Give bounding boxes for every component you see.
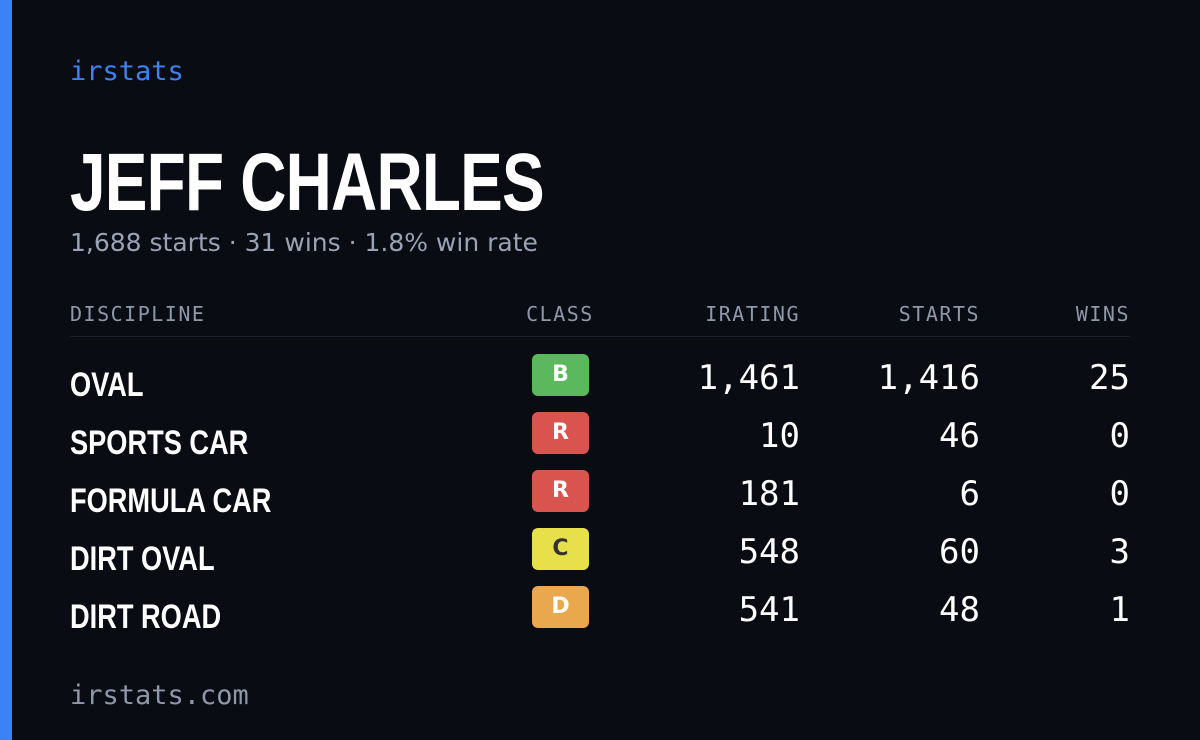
starts: 60: [939, 532, 980, 572]
irating: 541: [738, 590, 800, 630]
irating: 548: [738, 532, 800, 572]
wins: 0: [1109, 474, 1130, 514]
column-header: WINS: [1075, 302, 1130, 326]
starts: 46: [939, 416, 980, 456]
column-header: CLASS: [526, 302, 594, 326]
class-badge: B: [532, 354, 589, 396]
discipline: OVAL: [70, 366, 144, 404]
column-header: STARTS: [898, 302, 980, 326]
wins: 3: [1109, 532, 1130, 572]
irating: 1,461: [697, 358, 800, 398]
irating: 181: [738, 474, 800, 514]
class-badge: R: [532, 470, 589, 512]
irating: 10: [759, 416, 800, 456]
divider: [70, 336, 1130, 337]
starts: 1,416: [877, 358, 980, 398]
discipline: SPORTS CAR: [70, 424, 249, 462]
discipline: DIRT ROAD: [70, 598, 222, 636]
brand: irstats: [70, 56, 184, 87]
column-header: DISCIPLINE: [70, 302, 206, 326]
discipline: FORMULA CAR: [70, 482, 272, 520]
player-name: JEFF CHARLES: [70, 137, 545, 228]
wins: 0: [1109, 416, 1130, 456]
class-badge: D: [532, 586, 589, 628]
starts: 48: [939, 590, 980, 630]
wins: 25: [1089, 358, 1130, 398]
class-badge: R: [532, 412, 589, 454]
wins: 1: [1109, 590, 1130, 630]
footer: irstats.com: [70, 680, 249, 711]
column-header: IRATING: [705, 302, 800, 326]
starts: 6: [959, 474, 980, 514]
class-badge: C: [532, 528, 589, 570]
discipline: DIRT OVAL: [70, 540, 215, 578]
summary: 1,688 starts · 31 wins · 1.8% win rate: [70, 228, 538, 257]
accent-bar: [0, 0, 12, 740]
